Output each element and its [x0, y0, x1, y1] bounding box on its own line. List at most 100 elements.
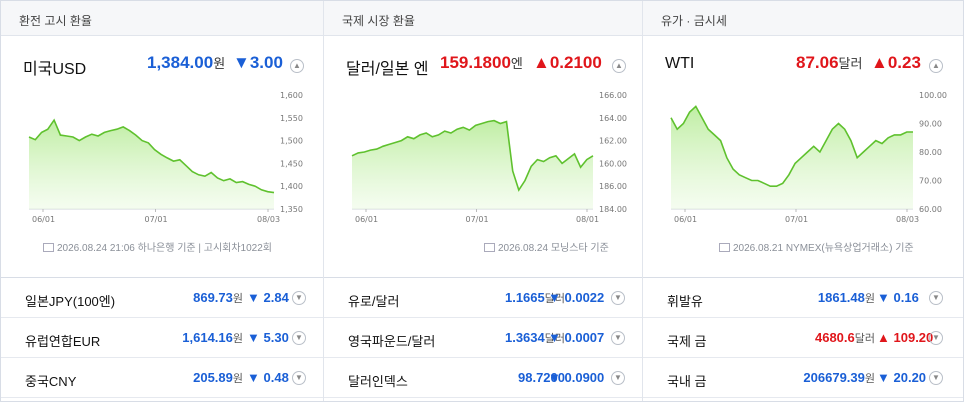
main-quote[interactable]: 미국USD 1,384.00원 ▼3.00 ▲	[1, 36, 323, 91]
main-quote-name: WTI	[665, 55, 695, 72]
row-change: ▼ 5.30	[247, 330, 289, 345]
row-value: 1,614.16원	[182, 330, 243, 345]
down-arrow-icon: ▼	[548, 290, 561, 305]
row-change: ▼ 2.84	[247, 290, 289, 305]
section-exchange-notice: 환전 고시 환율 미국USD 1,384.00원 ▼3.00 ▲ 1,600 1,…	[1, 1, 324, 401]
row-name: 휘발유	[667, 294, 703, 309]
y-tick-label: 1,550	[280, 114, 303, 123]
row-name: 국내 금	[667, 374, 707, 389]
series-line	[670, 105, 913, 187]
chevron-down-icon[interactable]: ▼	[292, 331, 306, 345]
usd-chart: 1,600 1,550 1,500 1,450 1,400 1,350 06/01 07/01…	[28, 91, 303, 224]
down-arrow-icon: ▼	[247, 290, 260, 305]
main-quote[interactable]: 달러/일본 엔 159.1800엔 ▲0.2100 ▲	[324, 36, 642, 91]
wti-chart: 100.00 90.00 80.00 70.00 60.00 06/01 07/01 08/0…	[670, 91, 947, 224]
section-header[interactable]: 유가 · 금시세	[643, 1, 963, 36]
y-tick-label: 160.00	[599, 159, 627, 168]
down-arrow-icon: ▼	[877, 370, 890, 385]
row-change: ▼ 0.0022	[548, 290, 605, 305]
source-note: 2026.08.24 21:06 하나은행 기준 | 고시회차1022회	[43, 239, 272, 254]
row-value: 869.73원	[193, 290, 243, 305]
down-arrow-icon: ▼	[247, 370, 260, 385]
y-tick-label: 1,400	[280, 182, 303, 191]
row-name: 유럽연합EUR	[25, 334, 101, 349]
list-item[interactable]: 일본JPY(100엔) 869.73원 ▼ 2.84 ▼	[1, 278, 323, 318]
chevron-down-icon[interactable]: ▼	[611, 371, 625, 385]
main-quote-price: 1,384.00원	[147, 53, 226, 72]
row-value: 205.89원	[193, 370, 243, 385]
chevron-down-icon[interactable]: ▼	[929, 371, 943, 385]
chevron-down-icon[interactable]: ▼	[611, 331, 625, 345]
list-item[interactable]: 달러인덱스 98.7200 ▼ 0.0900 ▼	[324, 358, 642, 398]
y-tick-label: 100.00	[919, 91, 947, 100]
up-arrow-icon: ▲	[877, 330, 890, 345]
calendar-icon	[43, 243, 54, 252]
row-value: 1.1665달러	[504, 290, 565, 305]
row-name: 달러인덱스	[348, 374, 408, 389]
y-tick-label: 166.00	[599, 91, 627, 100]
area-fill	[29, 120, 274, 209]
main-quote[interactable]: WTI 87.06달러 ▲0.23 ▲	[643, 36, 963, 91]
down-arrow-icon: ▼	[247, 330, 260, 345]
y-tick-label: 184.00	[599, 205, 627, 214]
y-tick-label: 1,600	[280, 91, 303, 100]
row-name: 일본JPY(100엔)	[25, 294, 116, 309]
row-change: ▼ 0.48	[247, 370, 289, 385]
row-value: 1861.48원	[817, 290, 875, 305]
collapse-toggle-icon[interactable]: ▲	[290, 59, 304, 73]
x-tick-label: 08/01	[576, 215, 599, 224]
list-item[interactable]: 중국CNY 205.89원 ▼ 0.48 ▼	[1, 358, 323, 398]
y-tick-label: 80.00	[919, 148, 942, 157]
row-change: ▼ 20.20	[877, 370, 927, 385]
main-quote-change: ▲0.23	[871, 53, 921, 72]
collapse-toggle-icon[interactable]: ▲	[612, 59, 626, 73]
up-arrow-icon: ▲	[871, 53, 888, 72]
list-item[interactable]: 유로/달러 1.1665달러 ▼ 0.0022 ▼	[324, 278, 642, 318]
x-tick-label: 07/01	[466, 215, 489, 224]
row-change: ▲ 109.20	[877, 330, 934, 345]
y-tick-label: 186.00	[599, 182, 627, 191]
list-item[interactable]: 유럽연합EUR 1,614.16원 ▼ 5.30 ▼	[1, 318, 323, 358]
section-international-fx: 국제 시장 환율 달러/일본 엔 159.1800엔 ▲0.2100 ▲ 166…	[324, 1, 643, 401]
section-header[interactable]: 국제 시장 환율	[324, 1, 642, 36]
y-tick-label: 164.00	[599, 114, 627, 123]
source-note: 2026.08.24 모닝스타 기준	[484, 239, 609, 254]
row-value: 206679.39원	[803, 370, 875, 385]
up-arrow-icon: ▲	[533, 53, 550, 72]
main-quote-change: ▲0.2100	[533, 53, 602, 72]
y-tick-label: 60.00	[919, 205, 942, 214]
chevron-down-icon[interactable]: ▼	[611, 291, 625, 305]
row-value: 98.7200	[518, 370, 565, 385]
calendar-icon	[719, 243, 730, 252]
series-line	[28, 118, 275, 194]
row-value: 4680.6달러	[814, 330, 875, 345]
y-tick-label: 90.00	[919, 120, 942, 129]
row-name: 유로/달러	[348, 294, 400, 309]
y-tick-label: 70.00	[919, 177, 942, 186]
y-tick-label: 162.00	[599, 137, 627, 146]
list-item[interactable]: 국제 금 4680.6달러 ▲ 109.20 ▼	[643, 318, 963, 358]
collapse-toggle-icon[interactable]: ▲	[929, 59, 943, 73]
row-change: ▼ 0.0900	[548, 370, 605, 385]
chevron-down-icon[interactable]: ▼	[292, 291, 306, 305]
chevron-down-icon[interactable]: ▼	[929, 331, 943, 345]
row-name: 국제 금	[667, 334, 707, 349]
y-tick-label: 1,450	[280, 159, 303, 168]
series-line	[351, 119, 594, 192]
list-item[interactable]: 국내 금 206679.39원 ▼ 20.20 ▼	[643, 358, 963, 398]
list-item[interactable]: 영국파운드/달러 1.3634달러 ▼ 0.0007 ▼	[324, 318, 642, 358]
usdjpy-chart: 166.00 164.00 162.00 160.00 186.00 184.00 06/0…	[351, 91, 627, 224]
list-item[interactable]: 휘발유 1861.48원 ▼ 0.16 ▼	[643, 278, 963, 318]
y-tick-label: 1,350	[280, 205, 303, 214]
main-quote-price: 87.06달러	[796, 53, 863, 72]
section-oil-gold: 유가 · 금시세 WTI 87.06달러 ▲0.23 ▲ 100.00 90.00…	[643, 1, 963, 401]
down-arrow-icon: ▼	[548, 370, 561, 385]
main-quote-change: ▼3.00	[233, 53, 283, 72]
source-note: 2026.08.21 NYMEX(뉴욕상업거래소) 기준	[719, 239, 914, 254]
section-header[interactable]: 환전 고시 환율	[1, 1, 323, 36]
down-arrow-icon: ▼	[548, 330, 561, 345]
chevron-down-icon[interactable]: ▼	[292, 371, 306, 385]
x-tick-label: 06/01	[32, 215, 55, 224]
chevron-down-icon[interactable]: ▼	[929, 291, 943, 305]
